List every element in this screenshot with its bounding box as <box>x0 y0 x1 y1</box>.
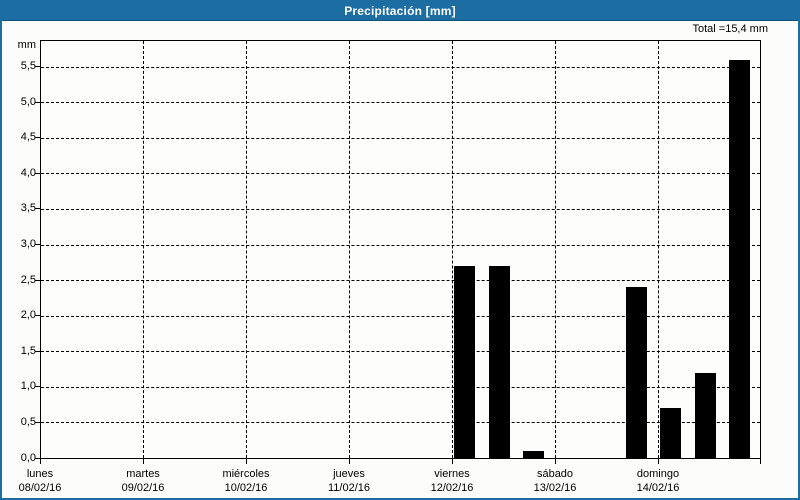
plot-area <box>40 40 761 459</box>
x-day-name: lunes <box>26 468 54 480</box>
x-day-date: 14/02/16 <box>636 481 680 494</box>
chart-title: Precipitación [mm] <box>344 4 456 18</box>
y-tick-mark <box>35 386 40 388</box>
y-tick-label: 1,5 <box>20 344 36 357</box>
x-day-label: lunes 08/02/16 <box>2 468 92 495</box>
y-tick-mark <box>35 315 40 317</box>
y-tick-label: 4,5 <box>20 131 36 144</box>
precipitation-bar <box>729 59 751 458</box>
x-day-label: domingo 14/02/16 <box>607 468 710 495</box>
x-tick-mark <box>349 459 350 464</box>
y-axis-unit-label: mm <box>17 39 36 51</box>
x-tick-mark <box>760 459 761 464</box>
x-day-label: jueves 11/02/16 <box>298 468 401 495</box>
x-day-date: 12/02/16 <box>430 481 474 494</box>
total-precipitation-label: Total =15,4 mm <box>692 23 768 35</box>
y-tick-label: 3,5 <box>20 202 36 215</box>
y-tick-label: 2,0 <box>20 309 36 322</box>
y-tick-label: 5,0 <box>20 95 36 108</box>
precipitation-bar <box>454 265 476 458</box>
x-tick-mark <box>658 459 659 464</box>
horizontal-gridline <box>41 386 760 388</box>
precipitation-bar <box>694 372 716 458</box>
y-tick-mark <box>35 101 40 103</box>
horizontal-gridline <box>41 173 760 175</box>
y-tick-label: 0,0 <box>20 451 36 464</box>
y-tick-label: 1,0 <box>20 380 36 393</box>
y-tick-mark <box>35 66 40 68</box>
y-tick-label: 0,5 <box>20 415 36 428</box>
x-tick-mark <box>246 459 247 464</box>
y-tick-mark <box>35 137 40 139</box>
horizontal-gridline <box>41 280 760 282</box>
x-day-date: 13/02/16 <box>533 481 577 494</box>
x-day-name: domingo <box>636 468 680 480</box>
x-tick-mark <box>40 459 41 464</box>
precipitation-bar <box>488 265 510 458</box>
x-day-name: viernes <box>434 468 470 480</box>
y-tick-mark <box>35 350 40 352</box>
y-tick-label: 5,5 <box>20 60 36 73</box>
x-day-date: 08/02/16 <box>18 481 62 494</box>
x-day-name: sábado <box>536 468 574 480</box>
vertical-gridline <box>555 41 556 458</box>
horizontal-gridline <box>41 137 760 139</box>
y-tick-mark <box>35 421 40 423</box>
x-day-label: sábado 13/02/16 <box>504 468 607 495</box>
y-tick-label: 3,0 <box>20 238 36 251</box>
y-tick-mark <box>35 244 40 246</box>
x-day-date: 11/02/16 <box>327 481 370 494</box>
x-day-name: martes <box>126 468 160 480</box>
x-day-name: miércoles <box>222 468 270 480</box>
x-day-label: miércoles 10/02/16 <box>195 468 298 495</box>
horizontal-gridline <box>41 66 760 68</box>
horizontal-gridline <box>41 422 760 424</box>
x-day-date: 09/02/16 <box>121 481 165 494</box>
horizontal-gridline <box>41 208 760 210</box>
vertical-gridline <box>246 41 247 458</box>
horizontal-gridline <box>41 351 760 353</box>
x-tick-mark <box>452 459 453 464</box>
x-tick-mark <box>555 459 556 464</box>
y-tick-mark <box>35 208 40 210</box>
x-day-label: martes 09/02/16 <box>92 468 195 495</box>
y-tick-label: 4,0 <box>20 166 36 179</box>
y-tick-mark <box>35 457 40 459</box>
horizontal-gridline <box>41 315 760 317</box>
y-tick-mark <box>35 279 40 281</box>
vertical-gridline <box>143 41 144 458</box>
chart-title-bar: Precipitación [mm] <box>2 2 798 21</box>
x-day-name: jueves <box>333 468 365 480</box>
precipitation-bar <box>523 450 545 458</box>
horizontal-gridline <box>41 244 760 246</box>
horizontal-gridline <box>41 102 760 104</box>
x-day-date: 10/02/16 <box>224 481 268 494</box>
y-tick-label: 2,5 <box>20 273 36 286</box>
precipitation-bar <box>660 408 682 458</box>
vertical-gridline <box>349 41 350 458</box>
y-tick-mark <box>35 172 40 174</box>
x-day-label: viernes 12/02/16 <box>401 468 504 495</box>
vertical-gridline <box>658 41 659 458</box>
precipitation-bar <box>626 287 648 458</box>
x-tick-mark <box>143 459 144 464</box>
vertical-gridline <box>452 41 453 458</box>
